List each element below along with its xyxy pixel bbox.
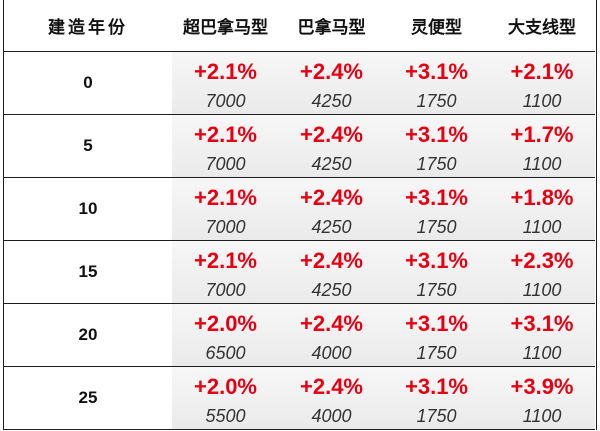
change-percent: +2.4% [300,248,363,273]
column-header-ship-type: 大支线型 [489,0,595,52]
base-value: 1100 [522,406,562,426]
base-value: 7000 [205,154,246,174]
table-cell: +3.9% 1100 [489,367,595,430]
change-percent: +2.4% [300,311,363,336]
base-value: 1750 [416,91,457,111]
change-percent: +2.4% [300,59,363,84]
base-value: 1750 [416,280,457,300]
row-label-year: 10 [4,178,172,241]
column-header-ship-type: 超巴拿马型 [172,0,279,52]
base-value: 1100 [522,280,562,300]
table-cell: +3.1% 1100 [489,304,595,367]
base-value: 4000 [311,343,352,363]
table-cell: +2.4% 4250 [279,178,384,241]
change-percent: +3.1% [405,122,468,147]
base-value: 1100 [522,154,562,174]
change-percent: +3.1% [405,248,468,273]
table-cell: +2.0% 6500 [172,304,279,367]
base-value: 1100 [522,91,562,111]
table-cell: +3.1% 1750 [384,304,489,367]
change-percent: +2.1% [194,59,257,84]
column-header-build-year: 建造年份 [4,0,172,52]
table-cell: +2.1% 7000 [172,115,279,178]
table-cell: +2.1% 7000 [172,178,279,241]
change-percent: +2.1% [194,248,257,273]
change-percent: +2.4% [300,185,363,210]
base-value: 1750 [416,406,457,426]
change-percent: +2.1% [194,122,257,147]
change-percent: +2.0% [194,374,257,399]
base-value: 1100 [522,343,562,363]
base-value: 1750 [416,217,457,237]
table-cell: +3.1% 1750 [384,52,489,115]
change-percent: +3.1% [405,374,468,399]
table-cell: +3.1% 1750 [384,178,489,241]
table-cell: +2.4% 4000 [279,367,384,430]
row-label-year: 25 [4,367,172,430]
change-percent: +2.4% [300,122,363,147]
table-cell: +2.1% 1100 [489,52,595,115]
change-percent: +1.8% [510,185,574,210]
base-value: 1750 [416,154,457,174]
base-value: 1100 [522,217,562,237]
table-cell: +2.4% 4000 [279,304,384,367]
table-cell: +2.4% 4250 [279,241,384,304]
change-percent: +2.4% [300,374,363,399]
table-cell: +3.1% 1750 [384,367,489,430]
row-label-year: 0 [4,52,172,115]
table-cell: +2.3% 1100 [489,241,595,304]
change-percent: +3.9% [510,374,574,399]
base-value: 7000 [205,91,246,111]
change-percent: +3.1% [405,59,468,84]
base-value: 4250 [311,217,352,237]
column-header-ship-type: 灵便型 [384,0,489,52]
table-cell: +2.1% 7000 [172,241,279,304]
base-value: 4250 [311,91,352,111]
change-percent: +1.7% [510,122,574,147]
change-percent: +3.1% [510,311,574,336]
base-value: 4000 [311,406,352,426]
row-label-year: 5 [4,115,172,178]
change-percent: +2.1% [194,185,257,210]
base-value: 4250 [311,280,352,300]
row-label-year: 20 [4,304,172,367]
row-label-year: 15 [4,241,172,304]
column-header-ship-type: 巴拿马型 [279,0,384,52]
base-value: 4250 [311,154,352,174]
change-percent: +3.1% [405,311,468,336]
table-cell: +3.1% 1750 [384,241,489,304]
table-cell: +1.7% 1100 [489,115,595,178]
table-cell: +2.4% 4250 [279,52,384,115]
base-value: 7000 [205,217,246,237]
table-cell: +2.1% 7000 [172,52,279,115]
table-cell: +2.0% 5500 [172,367,279,430]
change-percent: +3.1% [405,185,468,210]
base-value: 1750 [416,343,457,363]
base-value: 6500 [205,343,246,363]
change-percent: +2.1% [510,59,574,84]
change-percent: +2.0% [194,311,257,336]
base-value: 5500 [205,406,246,426]
table-cell: +1.8% 1100 [489,178,595,241]
base-value: 7000 [205,280,246,300]
change-percent: +2.3% [510,248,574,273]
table-cell: +3.1% 1750 [384,115,489,178]
table-cell: +2.4% 4250 [279,115,384,178]
data-table: 建造年份 超巴拿马型 巴拿马型 灵便型 大支线型 0 +2.1% 7000 +2.4% 4250 +… [3,0,597,430]
